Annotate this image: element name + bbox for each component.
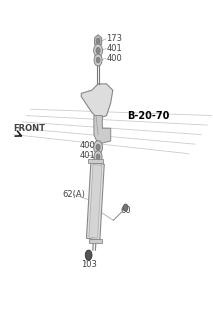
Circle shape [94,141,102,154]
Polygon shape [89,164,102,238]
Text: 173: 173 [106,34,122,43]
Text: FRONT: FRONT [13,124,45,133]
Text: B-20-70: B-20-70 [127,111,170,121]
Circle shape [96,154,100,160]
Polygon shape [86,163,104,240]
Circle shape [96,47,100,54]
Polygon shape [88,159,102,163]
Circle shape [94,151,102,163]
Text: 60: 60 [120,206,131,215]
Text: 401: 401 [79,151,95,160]
Polygon shape [94,116,111,144]
Circle shape [96,38,100,44]
Circle shape [94,44,102,57]
Text: 401: 401 [106,44,122,53]
Text: 62(A): 62(A) [62,190,85,199]
Polygon shape [94,35,102,47]
Circle shape [96,57,100,63]
Text: 103: 103 [81,260,97,268]
Polygon shape [89,239,102,243]
Polygon shape [81,84,113,119]
Circle shape [85,250,92,260]
Circle shape [94,54,102,66]
Circle shape [96,144,100,150]
Text: 400: 400 [79,140,95,149]
Text: 400: 400 [106,54,122,63]
Circle shape [123,204,128,211]
